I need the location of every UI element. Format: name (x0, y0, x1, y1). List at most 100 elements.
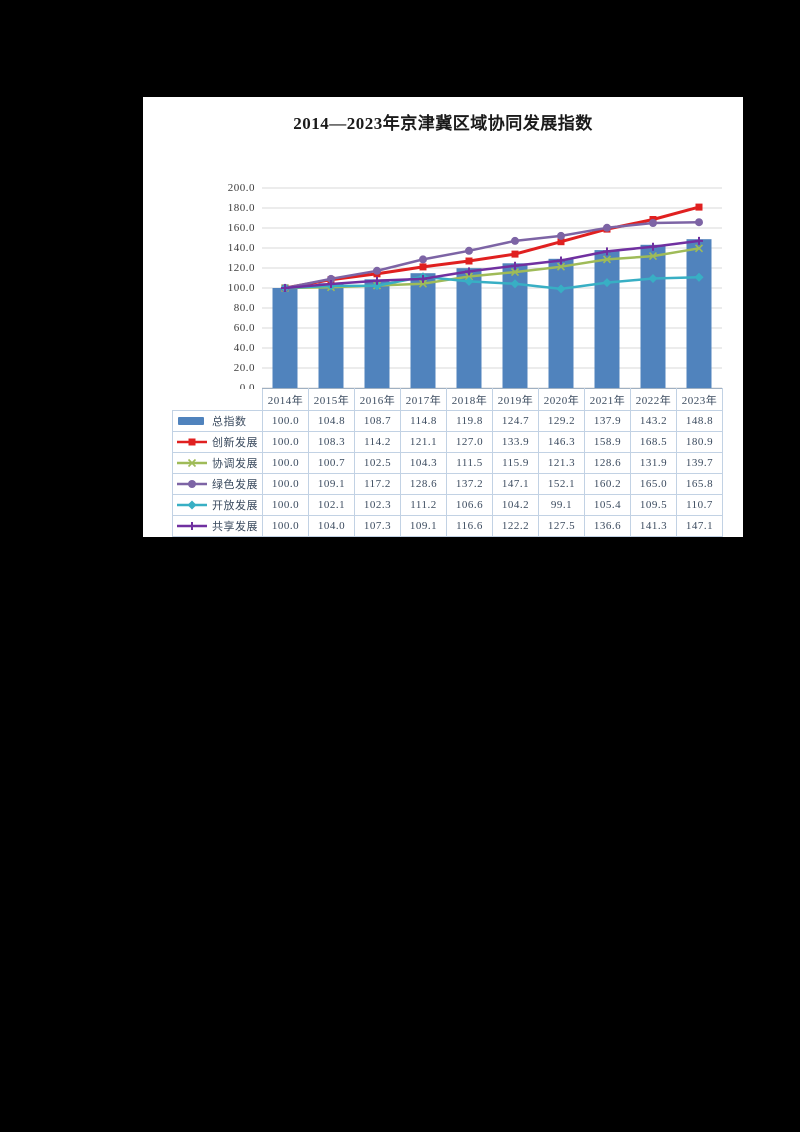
value-cell: 100.0 (262, 515, 309, 537)
bar-总指数 (686, 239, 712, 388)
value-cell: 100.0 (262, 473, 309, 495)
value-cell: 139.7 (676, 452, 723, 474)
plus-marker-icon (603, 247, 611, 256)
value-cell: 136.6 (584, 515, 631, 537)
value-cell: 146.3 (538, 431, 585, 453)
value-cell: 104.3 (400, 452, 447, 474)
value-cell: 152.1 (538, 473, 585, 495)
value-cell: 100.0 (262, 452, 309, 474)
value-cell: 105.4 (584, 494, 631, 516)
plus-marker-icon (188, 522, 196, 530)
value-cell: 133.9 (492, 431, 539, 453)
x-marker-icon (602, 255, 612, 264)
x-marker-icon (464, 272, 474, 281)
legend-square-icon (177, 438, 207, 446)
table-corner-cell (172, 388, 263, 411)
circle-marker-icon (373, 266, 381, 275)
value-cell: 119.8 (446, 410, 493, 432)
value-cell: 104.8 (308, 410, 355, 432)
circle-marker-icon (695, 218, 703, 227)
value-cell: 116.6 (446, 515, 493, 537)
y-axis-tick-label: 200.0 (227, 182, 255, 194)
circle-marker-icon (419, 255, 427, 264)
value-cell: 99.1 (538, 494, 585, 516)
series-name-label: 绿色发展 (212, 479, 258, 491)
y-axis-tick-label: 100.0 (227, 282, 255, 294)
value-cell: 165.8 (676, 473, 723, 495)
legend-plus-icon (177, 522, 207, 530)
legend-circle-icon (177, 480, 207, 488)
value-cell: 115.9 (492, 452, 539, 474)
year-header-cell: 2015年 (308, 388, 355, 411)
series-label-cell: 共享发展 (172, 515, 263, 537)
table-row-years: 2014年 2015年 2016年 2017年 2018年 2019年 2020年 2021年… (172, 388, 723, 411)
plus-marker-icon (465, 267, 473, 276)
value-cell: 124.7 (492, 410, 539, 432)
x-marker-icon (510, 268, 520, 277)
y-axis-tick-label: 40.0 (233, 342, 255, 354)
series-name-label: 创新发展 (212, 437, 258, 449)
year-header-cell: 2021年 (584, 388, 631, 411)
series-label-cell: 开放发展 (172, 494, 263, 516)
legend-bar-swatch (178, 417, 204, 425)
value-cell: 100.0 (262, 494, 309, 516)
square-marker-icon (511, 250, 519, 258)
y-axis-tick-label: 140.0 (227, 242, 255, 254)
value-cell: 117.2 (354, 473, 401, 495)
value-cell: 100.0 (262, 410, 309, 432)
y-axis-tick-label: 20.0 (233, 362, 255, 374)
value-cell: 121.3 (538, 452, 585, 474)
value-cell: 111.5 (446, 452, 493, 474)
square-marker-icon (188, 438, 196, 446)
value-cell: 147.1 (676, 515, 723, 537)
value-cell: 108.3 (308, 431, 355, 453)
value-cell: 160.2 (584, 473, 631, 495)
chart-title: 2014—2023年京津冀区域协同发展指数 (293, 114, 593, 133)
series-name-label: 共享发展 (212, 521, 258, 533)
square-marker-icon (419, 263, 427, 271)
value-cell: 137.2 (446, 473, 493, 495)
value-cell: 110.7 (676, 494, 723, 516)
value-cell: 165.0 (630, 473, 677, 495)
plus-marker-icon (327, 280, 335, 288)
value-cell: 131.9 (630, 452, 677, 474)
series-label-cell: 总指数 (172, 410, 263, 432)
plus-marker-icon (649, 242, 657, 251)
plus-marker-icon (419, 274, 427, 283)
circle-marker-icon (511, 236, 519, 245)
legend-bar-icon (178, 417, 204, 425)
bar-总指数 (410, 273, 436, 388)
y-axis-tick-label: 80.0 (233, 302, 255, 314)
value-cell: 148.8 (676, 410, 723, 432)
value-cell: 111.2 (400, 494, 447, 516)
value-cell: 102.5 (354, 452, 401, 474)
value-cell: 127.5 (538, 515, 585, 537)
diamond-marker-icon (187, 500, 197, 510)
value-cell: 168.5 (630, 431, 677, 453)
value-cell: 107.3 (354, 515, 401, 537)
value-cell: 106.6 (446, 494, 493, 516)
value-cell: 100.0 (262, 431, 309, 453)
circle-marker-icon (327, 274, 335, 283)
table-row-创新发展: 创新发展 100.0 108.3 114.2 121.1 127.0 133.9 146.3 1… (172, 431, 723, 453)
value-cell: 100.7 (308, 452, 355, 474)
line-共享发展 (283, 239, 701, 290)
series-name-label: 协调发展 (212, 458, 258, 470)
value-cell: 143.2 (630, 410, 677, 432)
plus-marker-icon (281, 284, 289, 292)
y-axis-tick-label: 160.0 (227, 222, 255, 234)
plus-marker-icon (511, 261, 519, 270)
bar-总指数 (548, 258, 574, 388)
circle-marker-icon (557, 231, 565, 240)
x-marker-icon (556, 262, 566, 271)
value-cell: 137.9 (584, 410, 631, 432)
chart-panel: 2014—2023年京津冀区域协同发展指数 0.020.040.060.080.… (143, 97, 743, 537)
value-cell: 128.6 (400, 473, 447, 495)
square-marker-icon (557, 238, 565, 246)
legend-diamond-icon (177, 500, 207, 510)
x-marker-icon (418, 279, 428, 288)
bar-总指数 (456, 268, 482, 388)
year-header-cell: 2019年 (492, 388, 539, 411)
series-name-label: 总指数 (212, 416, 247, 428)
